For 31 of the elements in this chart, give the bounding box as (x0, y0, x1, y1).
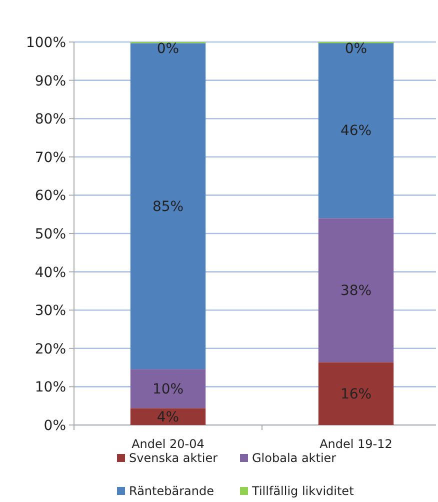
y-tick-label: 100% (26, 35, 66, 51)
y-tick-label: 80% (34, 112, 66, 128)
y-tick-label: 0% (44, 418, 66, 434)
y-tick-label: 50% (34, 226, 66, 242)
y-tick-label: 90% (34, 73, 66, 90)
legend-label: Tillfällig likviditet (251, 484, 354, 498)
y-tick-label: 60% (34, 188, 66, 204)
data-label: 16% (340, 386, 372, 403)
y-tick-label: 70% (34, 150, 66, 166)
bar (318, 42, 394, 218)
bar (318, 218, 394, 362)
data-label: 10% (152, 382, 184, 398)
y-tick-label: 10% (34, 380, 66, 396)
legend-label: Svenska aktier (129, 451, 218, 465)
bar (130, 43, 206, 370)
bar (130, 369, 206, 408)
data-label: 38% (340, 283, 372, 300)
y-tick-label: 40% (34, 264, 66, 281)
legend-label: Globala aktier (252, 451, 336, 465)
x-tick-label: Andel 19-12 (320, 437, 392, 451)
y-tick-label: 30% (34, 303, 66, 320)
data-label: 4% (156, 410, 180, 426)
legend-label: Räntebärande (129, 484, 214, 498)
data-label: 46% (340, 123, 372, 140)
data-label: 0% (344, 41, 368, 57)
x-tick-label: Andel 20-04 (132, 437, 204, 451)
bar (130, 408, 206, 425)
bar (318, 362, 394, 425)
y-tick-label: 20% (34, 341, 66, 358)
data-label: 85% (152, 199, 184, 216)
data-label: 0% (156, 41, 180, 57)
